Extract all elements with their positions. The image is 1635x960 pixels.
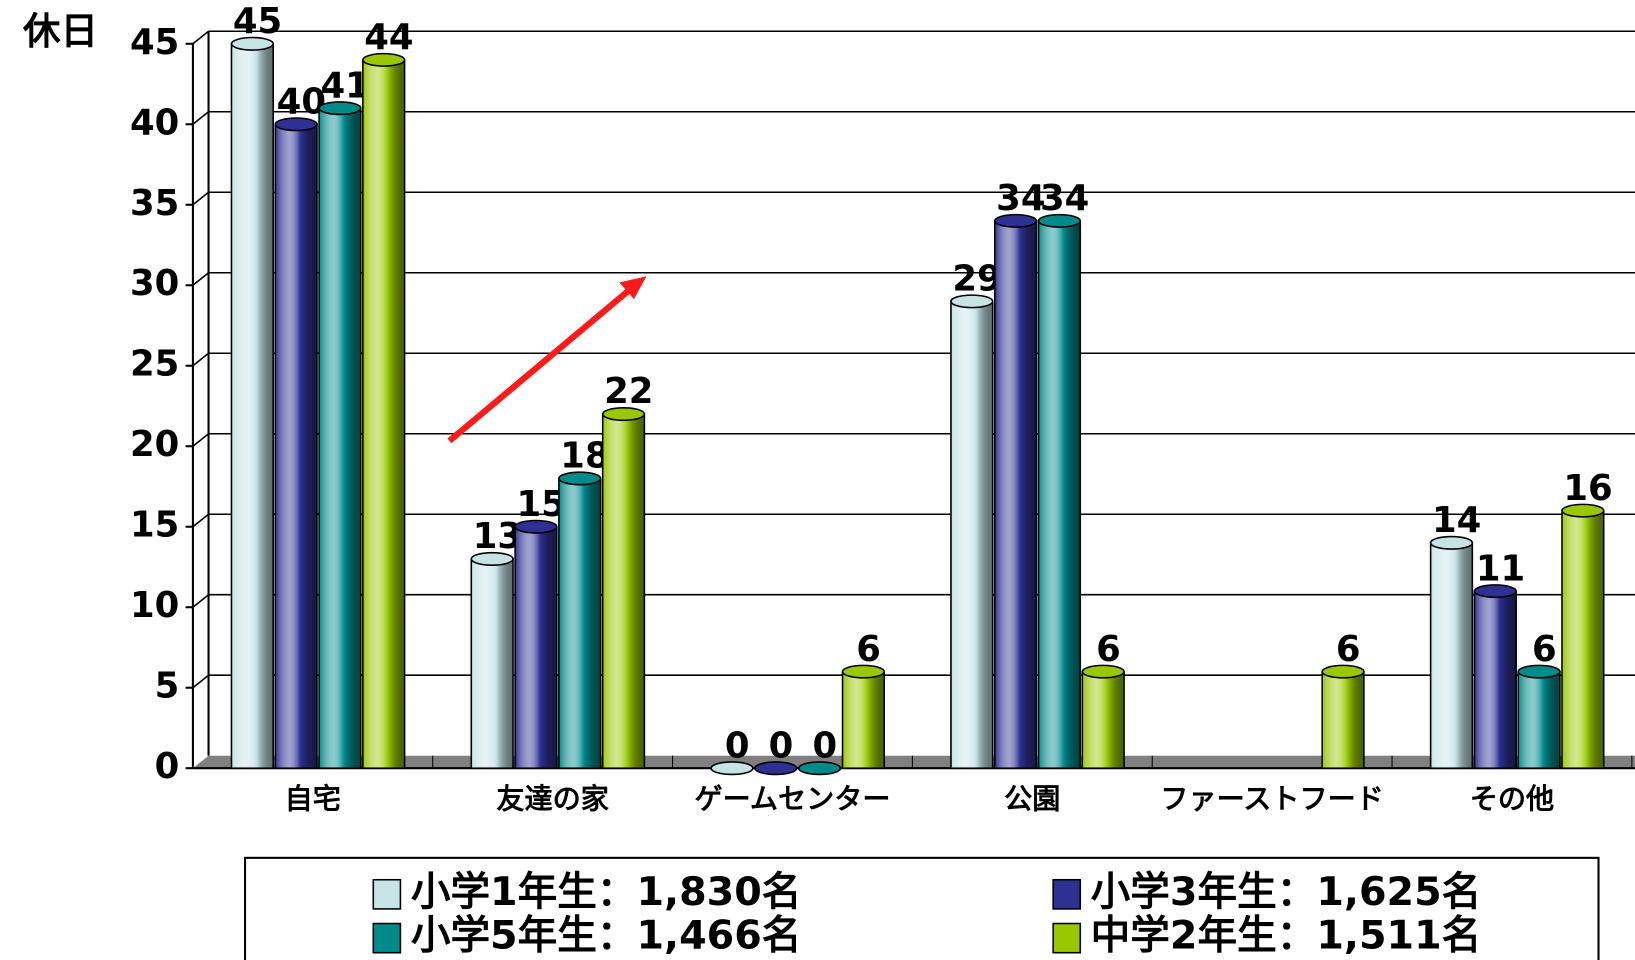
data-label: 29 xyxy=(952,259,1001,300)
data-label: 13 xyxy=(473,516,522,557)
x-tick-label: 友達の家 xyxy=(496,783,609,816)
bar-cap xyxy=(558,471,602,486)
data-label: 34 xyxy=(1040,178,1089,219)
bar-shade xyxy=(1429,542,1474,769)
data-label: 6 xyxy=(1096,629,1121,670)
data-label: 0 xyxy=(769,725,794,766)
bar-shade xyxy=(470,558,514,769)
bar-shade xyxy=(1081,670,1125,769)
data-label: 45 xyxy=(233,1,282,42)
x-tick-label: 公園 xyxy=(1004,783,1060,816)
grid-line-slant xyxy=(192,191,210,206)
legend-swatch xyxy=(1052,878,1082,910)
bar-cap xyxy=(230,36,274,51)
data-label: 44 xyxy=(364,17,413,58)
y-tick-label: 30 xyxy=(130,263,179,304)
data-label: 34 xyxy=(996,178,1045,219)
bar-cap xyxy=(950,294,994,309)
bar-shade xyxy=(993,220,1038,769)
data-label: 14 xyxy=(1432,500,1481,541)
data-label: 40 xyxy=(277,81,326,122)
data-label: 11 xyxy=(1476,548,1525,589)
x-tick-label: 自宅 xyxy=(285,783,341,816)
data-label: 22 xyxy=(604,371,653,412)
bar-shade xyxy=(230,42,274,769)
bar-shade xyxy=(318,107,362,769)
bar-shade xyxy=(950,300,994,769)
bar-cap xyxy=(1321,664,1365,679)
y-tick-label: 0 xyxy=(155,746,180,787)
bar-cap xyxy=(710,761,754,776)
y-tick-label: 45 xyxy=(130,22,179,63)
bar-cap xyxy=(754,761,798,776)
bar-shade xyxy=(558,477,602,769)
bar-shade xyxy=(841,670,886,769)
y-tick-label: 5 xyxy=(155,666,180,707)
x-tick-label: その他 xyxy=(1470,783,1554,816)
bar-shade xyxy=(1321,670,1365,769)
bar-cap xyxy=(362,52,406,67)
legend-label: 小学1年生：1,830名 xyxy=(411,869,802,915)
bar-cap xyxy=(1081,664,1125,679)
bar-cap xyxy=(1473,584,1517,599)
data-label: 6 xyxy=(1336,629,1361,670)
legend-label: 中学2年生：1,511名 xyxy=(1091,913,1482,959)
bar-cap xyxy=(993,213,1038,228)
legend-swatch xyxy=(372,922,402,954)
bar-cap xyxy=(318,101,362,116)
x-tick-label: ファーストフード xyxy=(1160,783,1384,816)
grid-line-slant xyxy=(192,30,210,45)
data-label: 16 xyxy=(1563,468,1612,509)
grid-line-slant xyxy=(192,272,210,286)
bar-cap xyxy=(1517,664,1561,679)
y-tick-label: 10 xyxy=(130,585,179,626)
y-tick-label: 40 xyxy=(130,102,179,143)
bar-cap xyxy=(514,519,558,534)
grid-line-slant xyxy=(192,674,210,689)
bar-cap xyxy=(1429,535,1474,550)
bar-cap xyxy=(797,761,842,776)
data-label: 41 xyxy=(320,65,369,106)
x-tick-label: ゲームセンター xyxy=(694,783,890,816)
bar-shade xyxy=(601,413,646,769)
annotation-arrow xyxy=(447,276,647,444)
floor xyxy=(192,755,1635,769)
bar-cap xyxy=(1561,503,1605,518)
bar-shade xyxy=(274,123,318,769)
y-tick-label: 20 xyxy=(130,424,179,465)
bar-cap xyxy=(1037,213,1082,228)
data-label: 6 xyxy=(856,629,881,670)
bar-cap xyxy=(274,117,318,132)
bar-shade xyxy=(1561,509,1605,769)
grid-line-slant xyxy=(192,352,210,367)
grid-line-slant xyxy=(192,513,210,528)
bar-shade xyxy=(362,59,406,769)
data-label: 18 xyxy=(560,436,609,477)
bar-shade xyxy=(1037,220,1082,769)
bar-cap xyxy=(841,664,886,679)
bar-shade xyxy=(1517,670,1561,769)
legend-label: 小学5年生：1,466名 xyxy=(411,913,802,959)
y-tick-label: 25 xyxy=(130,344,179,385)
bar-cap xyxy=(601,407,646,422)
grid-line-slant xyxy=(192,594,210,608)
data-label: 0 xyxy=(812,725,837,766)
data-label: 6 xyxy=(1532,629,1557,670)
bar-cap xyxy=(470,551,514,566)
data-label: 0 xyxy=(725,725,750,766)
data-label: 15 xyxy=(517,484,566,525)
bar-shade xyxy=(514,525,558,769)
legend-swatch xyxy=(372,878,402,910)
legend-label: 小学3年生：1,625名 xyxy=(1091,869,1482,915)
grid-line-slant xyxy=(192,111,210,125)
legend-swatch xyxy=(1052,922,1082,954)
legend xyxy=(243,856,1600,960)
y-tick-label: 35 xyxy=(130,183,179,224)
grid-line-slant xyxy=(192,433,210,447)
bar-shade xyxy=(1473,590,1517,769)
y-tick-label: 15 xyxy=(130,505,179,546)
y-axis-label: 休日 xyxy=(22,9,98,53)
